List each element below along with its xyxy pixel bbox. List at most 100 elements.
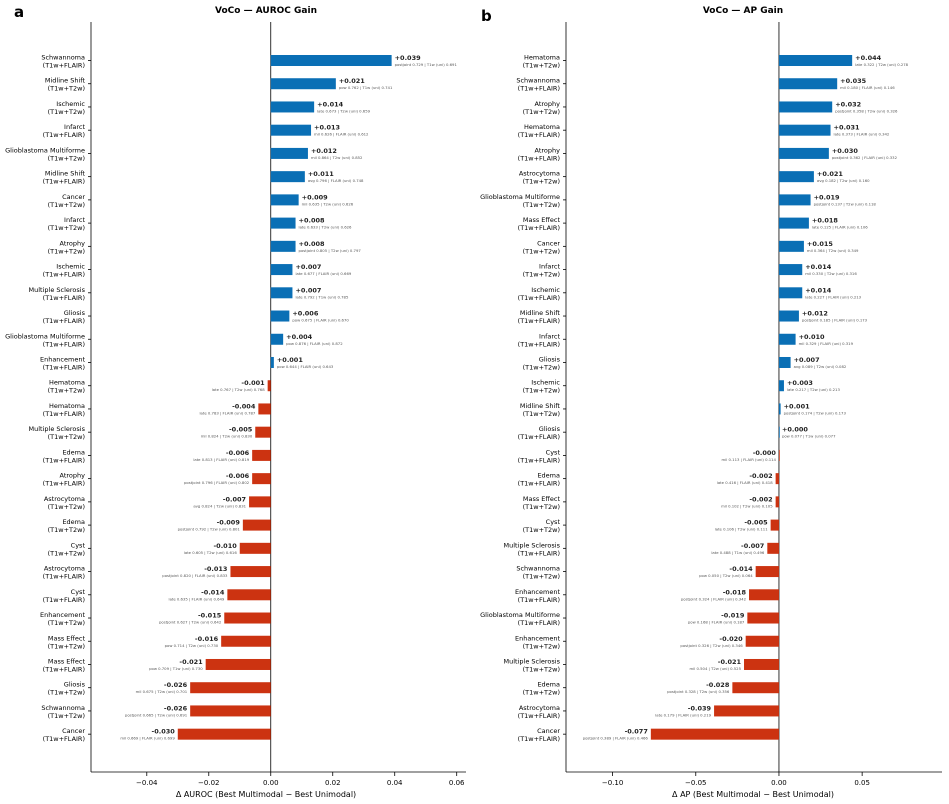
bar-pair-label: (T1w+T2w): [48, 712, 85, 720]
bar-detail-label: pow 0.714 | T2w (uni) 0.730: [165, 643, 219, 648]
bar: [778, 380, 784, 392]
bar: [778, 171, 814, 183]
bar-pair-label: (T1w+T2w): [48, 689, 85, 697]
bar-pair-label: (T1w+FLAIR): [43, 363, 85, 371]
bar-detail-label: postjoint 0.729 | T1w (uni) 0.691: [395, 62, 458, 67]
bar-pair-label: (T1w+FLAIR): [43, 735, 85, 743]
bar: [267, 380, 271, 392]
bar-detail-label: mil 0.102 | T2w (uni) 0.105: [721, 503, 773, 508]
bar: [778, 264, 803, 276]
bar-detail-label: late 0.813 | FLAIR (uni) 0.819: [193, 457, 249, 462]
bar-pair-label: (T1w+FLAIR): [518, 456, 560, 464]
bar-detail-label: late 0.677 | FLAIR (uni) 0.669: [295, 271, 351, 276]
bar-value-label: +0.010: [799, 333, 825, 341]
bar-pair-label: (T1w+FLAIR): [518, 340, 560, 348]
bar-pair-label: (T1w+FLAIR): [518, 154, 560, 162]
bar-value-label: +0.011: [308, 170, 334, 178]
bar-value-label: -0.015: [198, 612, 222, 620]
bar-pair-label: (T1w+FLAIR): [43, 271, 85, 279]
bar-category-label: Schwannoma: [516, 77, 560, 85]
panel-b-letter: b: [481, 7, 492, 25]
bar-pair-label: (T1w+T2w): [523, 573, 560, 581]
bar-value-label: +0.030: [832, 147, 858, 155]
bar: [778, 240, 804, 252]
bar: [270, 356, 274, 368]
bar-category-label: Enhancement: [40, 611, 85, 619]
bar-category-label: Midline Shift: [45, 170, 86, 178]
bar: [270, 55, 392, 66]
panel-a-plot: −0.04 −0.02 0.00 0.02 0.04 0.06Schwannoma(T1w…: [5, 22, 466, 787]
bar: [778, 426, 780, 438]
bar-category-label: Glioblastoma Multiforme: [5, 146, 85, 154]
bar-pair-label: (T1w+FLAIR): [43, 410, 85, 418]
bar-value-label: +0.035: [840, 77, 866, 85]
bar-category-label: Cancer: [537, 239, 560, 247]
bar-detail-label: postjoint 0.174 | T2w (uni) 0.173: [784, 410, 847, 415]
bar-value-label: -0.005: [229, 426, 253, 434]
bar-detail-label: postjoint 0.328 | T2w (uni) 0.356: [667, 689, 730, 694]
bar-pair-label: (T1w+FLAIR): [518, 317, 560, 325]
bar: [190, 682, 271, 694]
bar: [205, 658, 271, 670]
bar-category-label: Mass Effect: [48, 634, 86, 642]
bar-detail-label: mil 0.864 | T2w (uni) 0.852: [311, 155, 363, 160]
bar: [770, 519, 779, 531]
bar-detail-label: avg 0.824 | T2w (uni) 0.831: [193, 503, 246, 508]
bar-value-label: -0.026: [164, 681, 188, 689]
bar-pair-label: (T1w+T2w): [523, 178, 560, 186]
bar-category-label: Atrophy: [535, 146, 561, 154]
bar-value-label: +0.021: [339, 77, 365, 85]
bar-detail-label: late 0.792 | T1w (uni) 0.785: [295, 294, 349, 299]
bar-value-label: +0.013: [314, 124, 340, 132]
bar-detail-label: pow 0.675 | FLAIR (uni) 0.670: [292, 318, 349, 323]
panel-a: a VoCo — AUROC Gain −0.04 −0.02 0.00 0.02 0.…: [5, 3, 466, 799]
bar: [778, 449, 780, 461]
bar: [224, 612, 271, 624]
bar-value-label: -0.006: [226, 449, 250, 457]
bar-category-label: Cancer: [537, 727, 560, 735]
bar-category-label: Ischemic: [56, 100, 85, 108]
bar-value-label: +0.014: [805, 263, 831, 271]
bar: [778, 78, 838, 90]
bar-category-label: Midline Shift: [45, 77, 86, 85]
bar-detail-label: pow 0.762 | T1w (uni) 0.741: [339, 85, 393, 90]
bar-pair-label: (T1w+T2w): [523, 387, 560, 395]
x-tick-label: 0.02: [325, 779, 341, 787]
x-tick-label: 0.04: [387, 779, 403, 787]
bar: [778, 356, 791, 368]
bar: [747, 612, 779, 624]
bar: [270, 78, 336, 90]
bar-value-label: +0.006: [292, 310, 318, 318]
bar-detail-label: pow 0.644 | FLAIR (uni) 0.643: [277, 364, 334, 369]
bar-pair-label: (T1w+FLAIR): [43, 596, 85, 604]
bar-pair-label: (T1w+FLAIR): [43, 665, 85, 673]
bar-detail-label: postjoint 0.820 | FLAIR (uni) 0.833: [162, 573, 228, 578]
x-tick-label: 0.00: [263, 779, 279, 787]
bar-category-label: Multiple Sclerosis: [504, 657, 561, 665]
bar-category-label: Cyst: [546, 448, 561, 456]
bar-pair-label: (T1w+FLAIR): [518, 224, 560, 232]
bar-value-label: +0.009: [302, 193, 328, 201]
panel-a-letter: a: [14, 3, 24, 21]
bar-pair-label: (T1w+FLAIR): [43, 131, 85, 139]
bar-pair-label: (T1w+T2w): [48, 642, 85, 650]
bar-detail-label: postjoint 0.358 | T2w (uni) 0.326: [835, 108, 898, 113]
bar-detail-label: late 0.125 | FLAIR (uni) 0.106: [812, 225, 868, 230]
bar-value-label: +0.018: [812, 217, 838, 225]
bar-value-label: +0.019: [814, 193, 840, 201]
bar-value-label: +0.003: [787, 379, 813, 387]
bar-category-label: Cyst: [71, 588, 86, 596]
bar-value-label: -0.021: [718, 658, 742, 666]
bar-detail-label: late 0.373 | FLAIR (uni) 0.342: [834, 132, 890, 137]
bar-detail-label: late 0.767 | T2w (uni) 0.768: [212, 387, 266, 392]
bar-detail-label: late 0.783 | FLAIR (uni) 0.787: [200, 410, 256, 415]
bar-value-label: -0.006: [226, 472, 250, 480]
bar-category-label: Schwannoma: [41, 54, 85, 62]
bar-category-label: Gliosis: [64, 681, 86, 689]
bar-value-label: +0.031: [834, 124, 860, 132]
bar-pair-label: (T1w+FLAIR): [518, 619, 560, 627]
bar-value-label: +0.015: [807, 240, 833, 248]
bar: [650, 728, 779, 740]
bar-value-label: -0.000: [753, 449, 777, 457]
bar-category-label: Glioblastoma Multiforme: [5, 332, 85, 340]
